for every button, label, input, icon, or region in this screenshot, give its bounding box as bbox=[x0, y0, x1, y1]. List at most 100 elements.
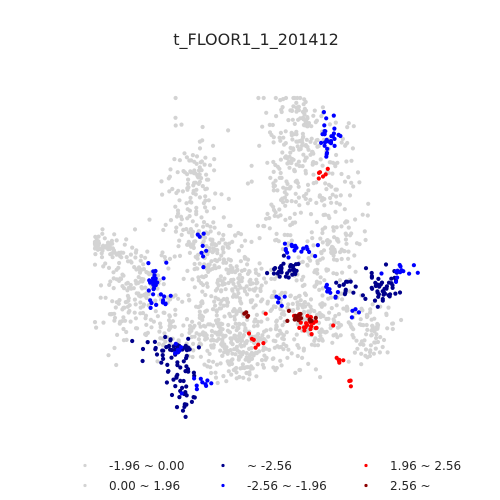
point bbox=[366, 201, 371, 206]
point bbox=[185, 268, 190, 273]
point bbox=[236, 276, 241, 281]
point bbox=[293, 295, 298, 300]
point bbox=[259, 319, 264, 324]
point bbox=[239, 244, 244, 249]
point bbox=[261, 223, 266, 229]
point bbox=[364, 332, 369, 337]
point bbox=[166, 318, 172, 323]
point bbox=[277, 207, 282, 212]
point bbox=[319, 251, 324, 256]
point bbox=[331, 113, 336, 118]
legend-label: ~ -2.56 bbox=[247, 459, 292, 473]
point bbox=[209, 242, 214, 247]
point bbox=[218, 348, 223, 353]
point bbox=[244, 341, 249, 346]
point bbox=[161, 348, 166, 353]
point bbox=[121, 338, 126, 343]
point bbox=[225, 359, 230, 364]
point bbox=[319, 304, 324, 309]
point bbox=[274, 323, 279, 328]
point bbox=[290, 117, 295, 122]
point bbox=[182, 151, 187, 156]
point bbox=[339, 224, 344, 229]
point bbox=[271, 365, 276, 370]
point bbox=[330, 192, 335, 197]
point bbox=[180, 189, 185, 194]
point bbox=[213, 375, 219, 380]
point bbox=[282, 142, 287, 147]
point bbox=[227, 362, 232, 367]
point bbox=[286, 308, 291, 313]
point bbox=[286, 118, 291, 123]
point bbox=[212, 299, 217, 304]
point bbox=[206, 198, 211, 203]
legend-item: ~ -2.56 bbox=[221, 459, 292, 473]
point bbox=[133, 326, 139, 331]
point bbox=[143, 255, 148, 260]
point bbox=[178, 222, 183, 227]
point bbox=[143, 332, 148, 337]
point bbox=[161, 356, 166, 361]
point bbox=[227, 241, 232, 246]
point bbox=[348, 322, 353, 327]
point bbox=[331, 271, 336, 276]
point bbox=[93, 252, 98, 257]
point bbox=[215, 380, 220, 386]
point bbox=[204, 308, 209, 313]
point bbox=[190, 219, 195, 224]
point bbox=[243, 326, 248, 331]
point bbox=[159, 360, 164, 365]
point bbox=[196, 168, 202, 173]
point bbox=[186, 347, 192, 352]
point bbox=[375, 290, 380, 295]
point bbox=[162, 294, 167, 299]
point bbox=[316, 338, 322, 343]
point bbox=[313, 268, 318, 273]
chart-title: t_FLOOR1_1_201412 bbox=[173, 30, 339, 50]
point bbox=[296, 184, 301, 189]
point bbox=[320, 256, 325, 261]
point bbox=[211, 359, 216, 364]
point bbox=[201, 330, 206, 335]
point bbox=[377, 350, 382, 355]
point bbox=[254, 277, 259, 282]
point bbox=[297, 293, 302, 298]
point bbox=[112, 345, 117, 351]
point bbox=[390, 285, 395, 290]
point bbox=[205, 252, 210, 257]
point bbox=[216, 297, 221, 302]
point bbox=[158, 336, 163, 341]
point bbox=[372, 298, 378, 303]
point bbox=[173, 312, 178, 317]
point bbox=[177, 198, 182, 203]
point bbox=[117, 278, 122, 283]
point bbox=[179, 333, 184, 338]
point bbox=[312, 108, 317, 113]
point bbox=[210, 143, 216, 148]
point bbox=[302, 328, 307, 333]
point bbox=[295, 144, 300, 149]
point bbox=[204, 172, 209, 177]
point bbox=[226, 322, 231, 328]
point bbox=[257, 236, 262, 241]
point bbox=[176, 296, 181, 301]
point bbox=[316, 176, 321, 181]
point bbox=[130, 338, 135, 344]
point bbox=[325, 166, 330, 171]
point bbox=[194, 223, 199, 228]
point bbox=[148, 305, 153, 310]
point bbox=[298, 146, 303, 152]
point bbox=[186, 185, 191, 190]
point bbox=[184, 317, 190, 322]
point bbox=[301, 348, 306, 353]
point bbox=[237, 331, 243, 336]
point bbox=[285, 161, 290, 166]
point bbox=[185, 172, 190, 177]
point bbox=[329, 306, 334, 311]
point bbox=[387, 294, 392, 299]
point bbox=[124, 281, 129, 286]
point bbox=[305, 263, 310, 268]
point bbox=[153, 298, 158, 303]
point bbox=[100, 227, 105, 232]
point bbox=[310, 236, 315, 241]
